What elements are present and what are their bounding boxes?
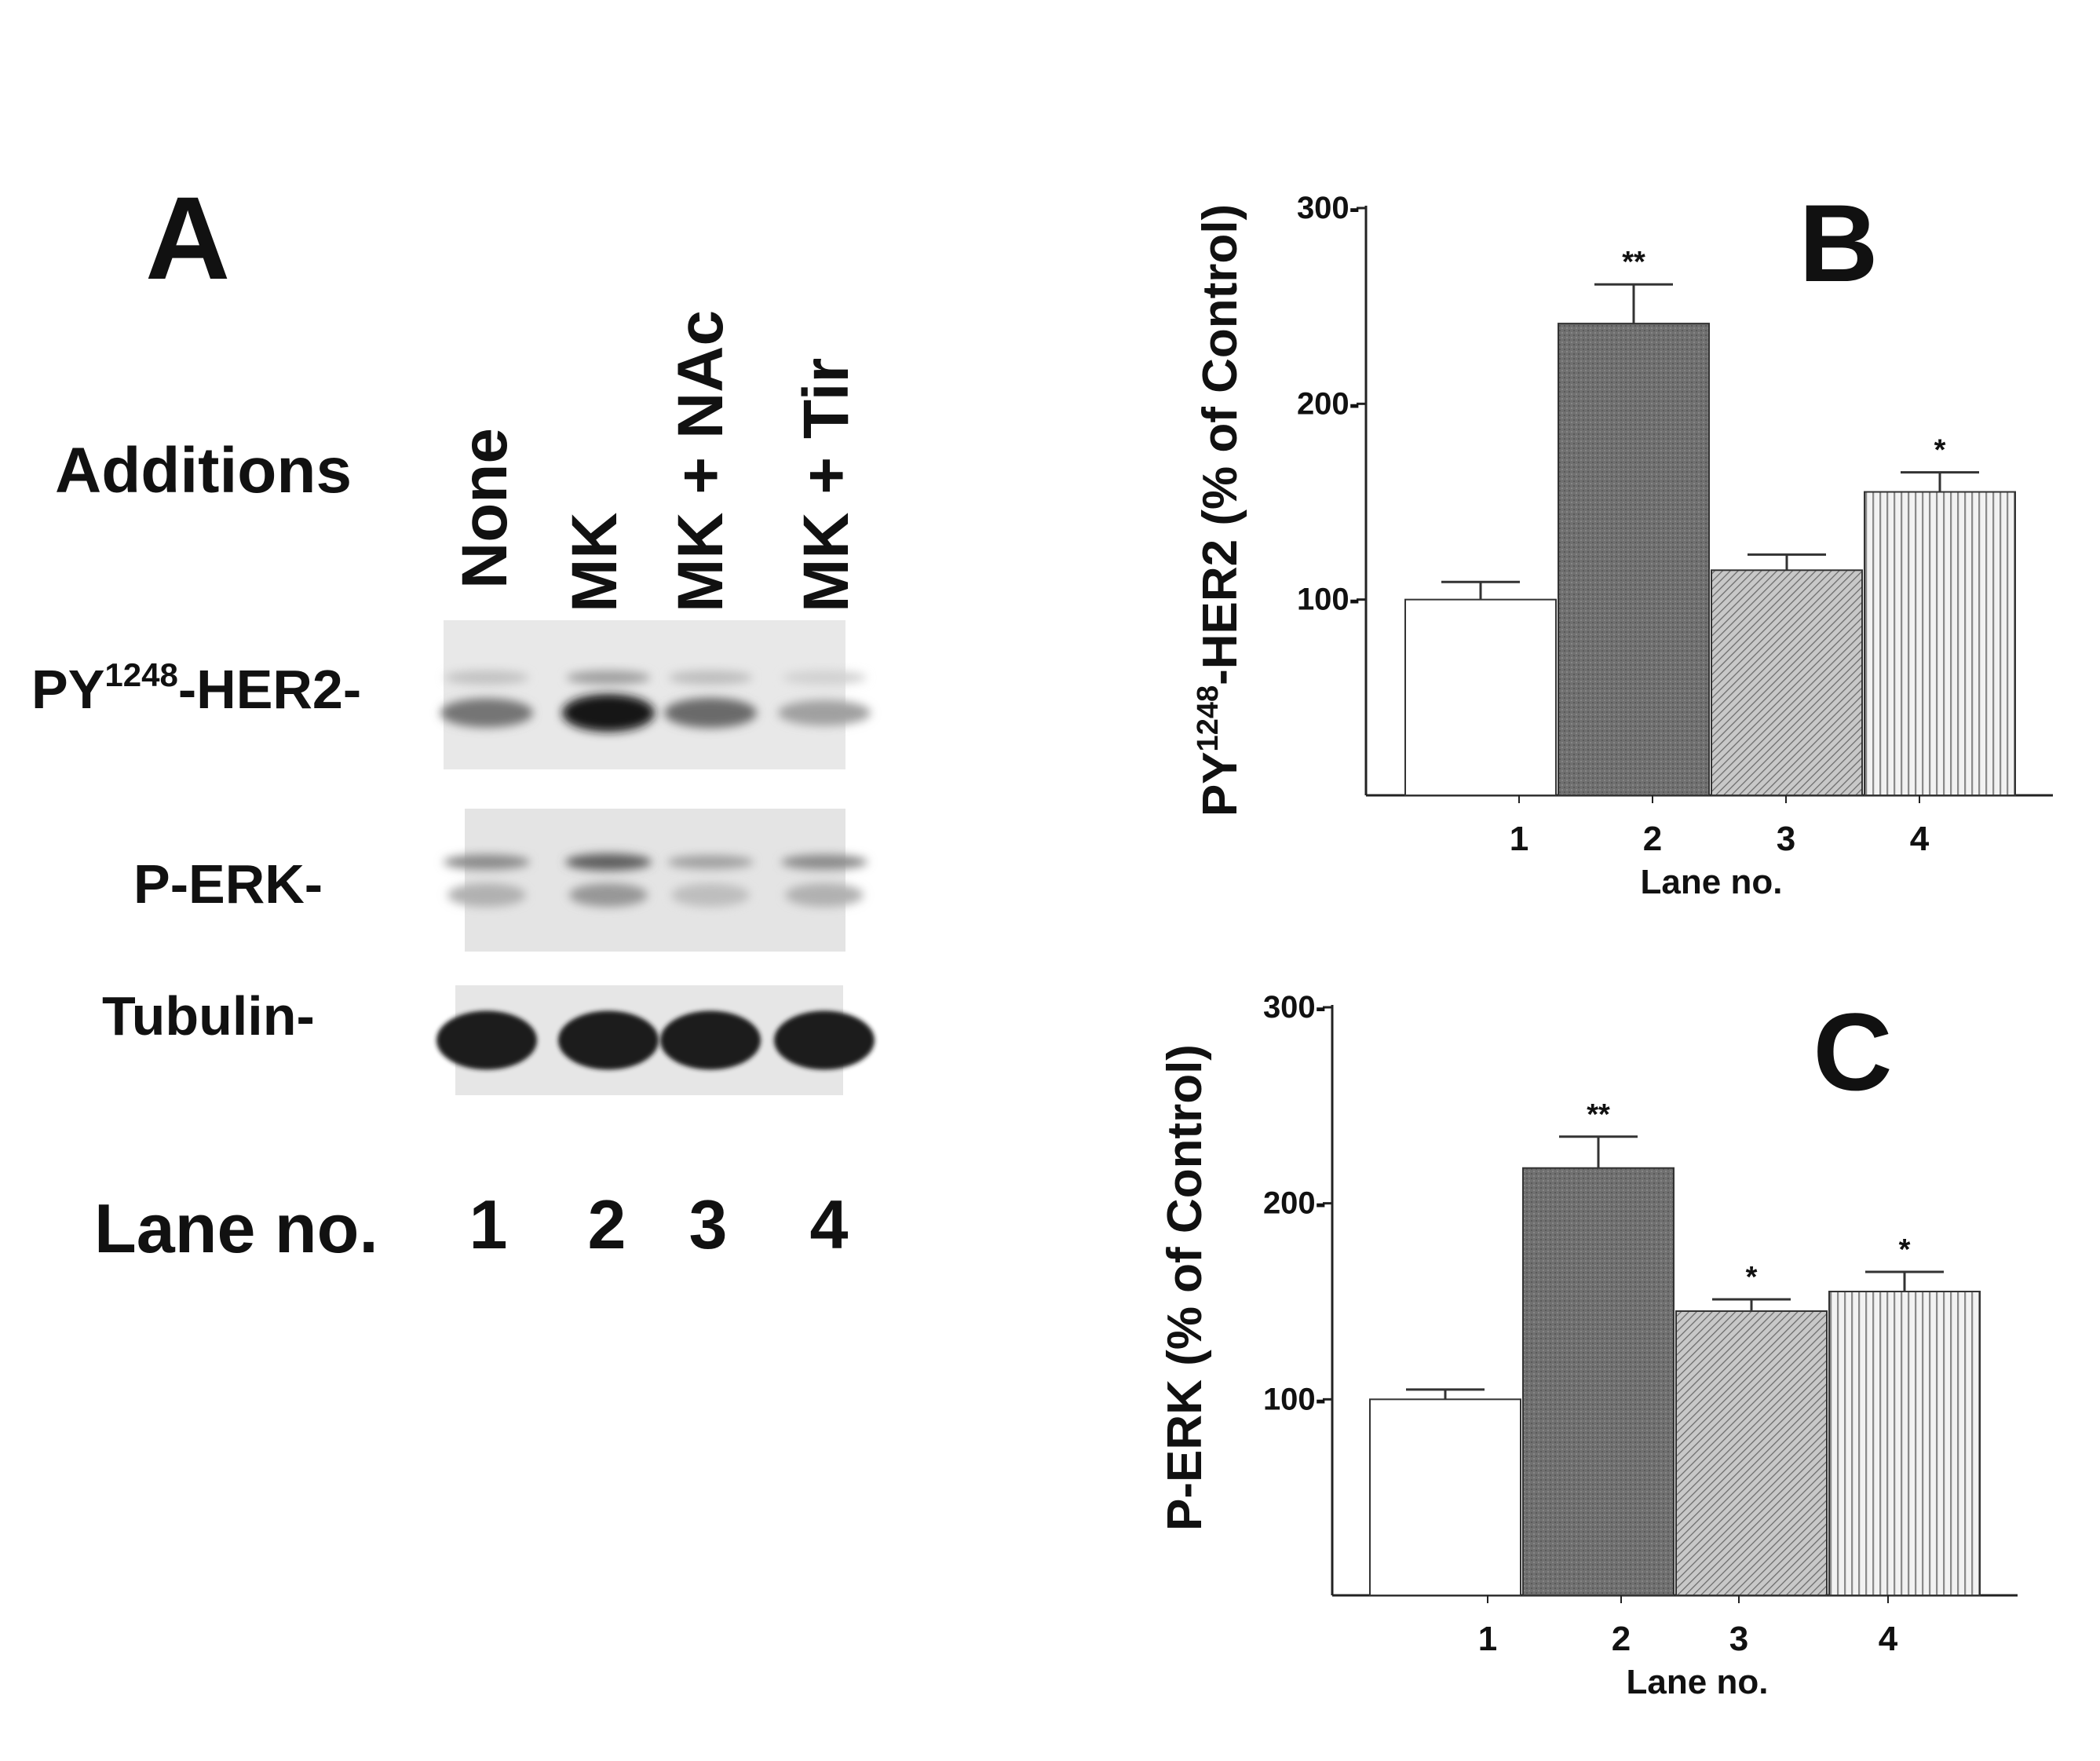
lane-number-2: 2: [588, 1186, 626, 1263]
panel-a-letter: A: [145, 172, 230, 304]
blot-band-tubulin-lane-3: [660, 1010, 761, 1070]
panel-b-x-axis-label: Lane no.: [1641, 863, 1783, 901]
panel-b-xtick-label-1: 1: [1510, 820, 1528, 858]
blot-band-her2-lane-2: [562, 694, 655, 732]
blot-band-tubulin-lane-4: [774, 1010, 875, 1070]
panel-b: B PY1248-HER2 (% of Control) 100- 200- 300…: [1192, 181, 2053, 901]
panel-b-bar-lane-2: [1558, 323, 1710, 796]
her2-blot-label: PY1248-HER2-: [31, 656, 361, 720]
blot-band-her2-lane-1: [440, 698, 533, 728]
blot-band-tubulin-lane-2: [558, 1010, 659, 1070]
blot-band-perk-lane-4: [781, 854, 867, 870]
panel-c-bar-lane-4: [1828, 1291, 1981, 1597]
panel-b-y-axis-label: PY1248-HER2 (% of Control): [1192, 204, 1247, 817]
lane-number-4: 4: [810, 1186, 849, 1263]
blot-band-her2-secondary-lane-2: [566, 670, 651, 685]
panel-b-chart: 100- 200- 300- 1 ** 2 3 * 4 Lane no.: [1297, 191, 2053, 901]
panel-b-ytick-label-300: 300-: [1297, 191, 1360, 225]
panel-c-bar-lane-2: [1522, 1167, 1675, 1596]
perk-blot-label: P-ERK-: [133, 853, 323, 915]
lane-number-3: 3: [689, 1186, 728, 1263]
blot-band-her2-lane-3: [664, 697, 757, 729]
panel-b-ytick-label-200: 200-: [1297, 386, 1360, 421]
blot-band-her2-secondary-lane-3: [668, 670, 753, 685]
panel-c-significance-lane-2: **: [1587, 1098, 1610, 1131]
perk-blot: [465, 809, 845, 952]
panel-b-xtick-label-2: 2: [1643, 820, 1662, 858]
panel-c-xtick-label-3: 3: [1729, 1620, 1748, 1658]
panel-c-xtick-label-2: 2: [1612, 1620, 1631, 1658]
condition-label-1: None: [449, 428, 520, 589]
blot-band-perk-secondary-lane-3: [671, 883, 750, 907]
panel-c-xtick-label-1: 1: [1478, 1620, 1497, 1658]
her2-label-sup: 1248: [104, 656, 177, 693]
panel-b-significance-lane-2: **: [1622, 246, 1645, 279]
blot-band-perk-secondary-lane-2: [569, 883, 648, 907]
panel-a: A Additions None MK MK + NAc MK + Tir PY…: [31, 172, 875, 1267]
panel-c-bar-lane-3: [1675, 1310, 1828, 1596]
panel-b-xtick-label-3: 3: [1777, 820, 1795, 858]
panel-b-ylabel-prefix: PY: [1193, 751, 1247, 817]
panel-b-bar-lane-3: [1711, 569, 1863, 796]
blot-band-her2-lane-4: [778, 700, 871, 726]
lane-number-1: 1: [469, 1186, 508, 1263]
panel-c-bar-lane-1: [1369, 1398, 1521, 1597]
panel-b-ylabel-sup: 1248: [1192, 685, 1225, 752]
panel-c-y-axis-label: P-ERK (% of Control): [1158, 1044, 1212, 1531]
panel-b-bar-lane-4: [1864, 491, 2016, 796]
panel-c-chart: 100- 200- 300- 1 ** 2 * 3 * 4 Lane no.: [1263, 990, 2018, 1701]
her2-label-prefix: PY: [31, 659, 104, 720]
condition-label-4: MK + Tir: [791, 358, 862, 612]
her2-blot: [444, 620, 845, 769]
panel-c-xtick-label-4: 4: [1879, 1620, 1898, 1658]
panel-c-ytick-label-100: 100-: [1263, 1382, 1326, 1416]
panel-c-ytick-label-300: 300-: [1263, 990, 1326, 1025]
her2-label-suffix: -HER2-: [178, 659, 361, 720]
panel-b-significance-lane-4: *: [1934, 434, 1946, 467]
blot-band-her2-secondary-lane-4: [782, 670, 867, 685]
blot-band-her2-secondary-lane-1: [444, 670, 529, 685]
panel-c-letter: C: [1813, 990, 1892, 1113]
panel-c-x-axis-label: Lane no.: [1627, 1663, 1769, 1701]
panel-b-xtick-label-4: 4: [1910, 820, 1930, 858]
blot-bands: [436, 670, 875, 1070]
condition-label-2: MK: [559, 512, 630, 612]
lane-label: Lane no.: [94, 1189, 378, 1267]
panel-b-letter: B: [1799, 181, 1878, 305]
panel-c-significance-lane-3: *: [1746, 1261, 1758, 1294]
panel-b-ytick-label-100: 100-: [1297, 583, 1360, 617]
additions-label: Additions: [55, 435, 352, 506]
blot-band-perk-secondary-lane-4: [785, 883, 864, 907]
panel-b-bar-lane-1: [1404, 598, 1557, 797]
blot-band-perk-lane-3: [667, 855, 754, 869]
blot-band-perk-lane-1: [444, 854, 530, 870]
blot-band-perk-secondary-lane-1: [447, 883, 526, 907]
blot-band-tubulin-lane-1: [436, 1010, 537, 1070]
tubulin-blot-label: Tubulin-: [102, 985, 315, 1047]
panel-b-ylabel-suffix: -HER2 (% of Control): [1193, 204, 1247, 685]
panel-c-ytick-label-200: 200-: [1263, 1186, 1326, 1221]
blot-band-perk-lane-2: [565, 853, 652, 871]
panel-c: C P-ERK (% of Control) 100-200-300-1**2*…: [1158, 990, 2018, 1701]
panel-c-significance-lane-4: *: [1899, 1233, 1911, 1266]
condition-label-3: MK + NAc: [665, 310, 736, 612]
